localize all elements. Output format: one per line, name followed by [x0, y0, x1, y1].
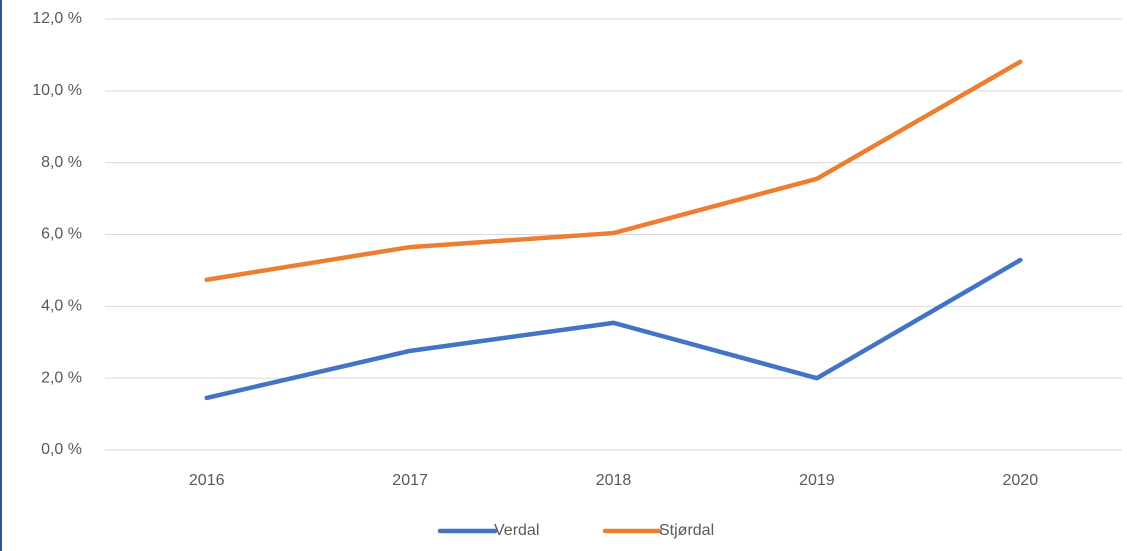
y-tick-label: 0,0 % [41, 441, 82, 458]
series-line [204, 59, 1023, 283]
y-tick-label: 4,0 % [41, 298, 82, 315]
x-tick-label: 2020 [1003, 472, 1039, 489]
x-tick-label: 2019 [799, 472, 835, 489]
y-tick-label: 2,0 % [41, 369, 82, 386]
legend-label: Stjørdal [659, 522, 714, 539]
legend-label: Verdal [494, 522, 539, 539]
x-tick-label: 2016 [189, 472, 225, 489]
y-tick-label: 6,0 % [41, 226, 82, 243]
series-line [204, 257, 1023, 401]
x-tick-label: 2017 [392, 472, 428, 489]
y-tick-label: 8,0 % [41, 154, 82, 171]
frame-edge [0, 0, 2, 551]
y-tick-label: 12,0 % [32, 10, 82, 27]
x-tick-label: 2018 [596, 472, 632, 489]
y-tick-label: 10,0 % [32, 82, 82, 99]
